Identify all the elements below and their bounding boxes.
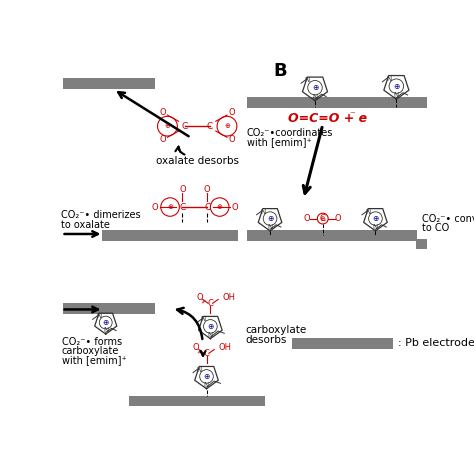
Text: ⊕: ⊕ xyxy=(102,318,109,327)
Text: O=C=O + e: O=C=O + e xyxy=(288,112,367,125)
Text: C: C xyxy=(207,122,213,131)
Text: N: N xyxy=(312,94,318,100)
Text: O: O xyxy=(152,202,158,211)
Text: O: O xyxy=(204,185,210,194)
Text: ⊕: ⊕ xyxy=(224,123,230,129)
Text: with [emim]⁺: with [emim]⁺ xyxy=(62,355,127,365)
Text: N: N xyxy=(394,92,399,99)
Text: : Pb electrode: : Pb electrode xyxy=(398,338,474,348)
Text: =: = xyxy=(195,347,204,355)
Text: ⊕: ⊕ xyxy=(393,82,400,91)
Text: N: N xyxy=(204,382,209,388)
Text: N: N xyxy=(96,313,101,319)
Text: C: C xyxy=(319,214,326,223)
Bar xyxy=(102,230,237,241)
Text: O: O xyxy=(179,185,186,194)
Text: O: O xyxy=(196,292,203,301)
Text: N: N xyxy=(208,332,213,338)
Text: O: O xyxy=(335,214,342,223)
Text: ⊕: ⊕ xyxy=(167,204,173,210)
Text: ⊕: ⊕ xyxy=(267,214,273,223)
Text: =: = xyxy=(199,297,208,305)
Text: CO₂⁻• converts: CO₂⁻• converts xyxy=(422,214,474,224)
Text: carboxylate: carboxylate xyxy=(245,325,307,335)
Text: O: O xyxy=(231,202,238,211)
Text: ⊕: ⊕ xyxy=(320,216,326,221)
Text: with [emim]⁺: with [emim]⁺ xyxy=(247,137,311,147)
Text: O: O xyxy=(228,108,235,117)
Text: CO₂⁻•coordinates: CO₂⁻•coordinates xyxy=(247,128,333,138)
Bar xyxy=(63,78,155,89)
Text: N: N xyxy=(260,209,265,215)
Text: C: C xyxy=(204,202,210,211)
Text: C: C xyxy=(182,122,188,131)
Text: ⊕: ⊕ xyxy=(372,214,379,223)
Text: N: N xyxy=(201,317,206,322)
Text: ⊕: ⊕ xyxy=(164,123,170,129)
Text: ⊕: ⊕ xyxy=(207,322,214,331)
Text: ⊕: ⊕ xyxy=(312,83,318,92)
Text: N: N xyxy=(103,327,109,333)
Text: O: O xyxy=(304,214,310,223)
Text: O: O xyxy=(159,135,166,144)
Text: C: C xyxy=(203,349,210,358)
Text: to CO: to CO xyxy=(422,223,449,233)
Text: ⁻: ⁻ xyxy=(349,110,355,120)
Text: ⊕: ⊕ xyxy=(203,372,210,381)
Text: OH: OH xyxy=(223,292,236,301)
Text: N: N xyxy=(267,224,273,230)
Bar xyxy=(292,338,392,349)
Text: to oxalate: to oxalate xyxy=(61,220,109,230)
Text: oxalate desorbs: oxalate desorbs xyxy=(155,156,239,166)
Text: B: B xyxy=(273,62,287,80)
Bar xyxy=(416,238,427,249)
Text: N: N xyxy=(197,366,202,373)
Text: ⊕: ⊕ xyxy=(217,204,223,210)
Text: CO₂⁻• dimerizes: CO₂⁻• dimerizes xyxy=(61,210,140,220)
Text: N: N xyxy=(365,209,371,215)
Text: carboxylate: carboxylate xyxy=(62,346,119,356)
Text: C: C xyxy=(208,299,213,308)
Bar xyxy=(129,396,264,407)
Bar xyxy=(247,97,427,108)
Text: N: N xyxy=(373,224,378,230)
Text: desorbs: desorbs xyxy=(245,335,287,345)
Text: O: O xyxy=(159,108,166,117)
Text: O: O xyxy=(228,135,235,144)
Bar xyxy=(247,230,417,241)
Text: C: C xyxy=(179,202,186,211)
Text: O: O xyxy=(192,343,199,352)
Text: N: N xyxy=(386,76,391,82)
Text: N: N xyxy=(305,77,310,83)
Text: CO₂⁻• forms: CO₂⁻• forms xyxy=(62,337,122,347)
Text: OH: OH xyxy=(219,343,232,352)
Bar xyxy=(63,303,155,314)
